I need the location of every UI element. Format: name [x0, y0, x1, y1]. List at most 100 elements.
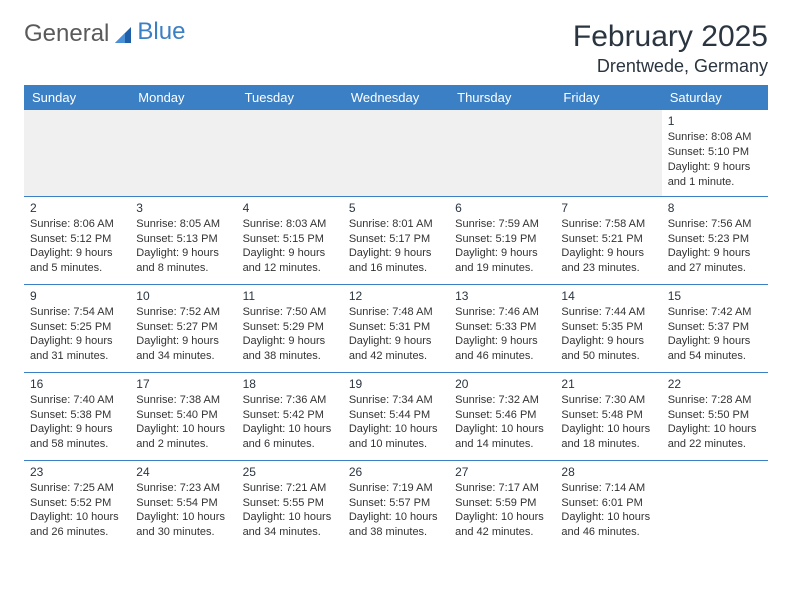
- day-number: 7: [561, 200, 655, 216]
- daylight-text: Daylight: 10 hours and 18 minutes.: [561, 422, 655, 452]
- header: General Blue February 2025 Drentwede, Ge…: [24, 20, 768, 77]
- day-number: 8: [668, 200, 762, 216]
- sunrise-text: Sunrise: 8:06 AM: [30, 217, 124, 232]
- sunset-text: Sunset: 5:57 PM: [349, 496, 443, 511]
- sunrise-text: Sunrise: 7:14 AM: [561, 481, 655, 496]
- calendar-cell: 13Sunrise: 7:46 AMSunset: 5:33 PMDayligh…: [449, 284, 555, 372]
- daylight-text: Daylight: 9 hours and 46 minutes.: [455, 334, 549, 364]
- day-number: 22: [668, 376, 762, 392]
- daylight-text: Daylight: 9 hours and 38 minutes.: [243, 334, 337, 364]
- day-number: 10: [136, 288, 230, 304]
- day-number: 11: [243, 288, 337, 304]
- day-number: 12: [349, 288, 443, 304]
- sunrise-text: Sunrise: 7:38 AM: [136, 393, 230, 408]
- sunrise-text: Sunrise: 7:28 AM: [668, 393, 762, 408]
- sunrise-text: Sunrise: 7:52 AM: [136, 305, 230, 320]
- sunrise-text: Sunrise: 7:56 AM: [668, 217, 762, 232]
- calendar-cell: 19Sunrise: 7:34 AMSunset: 5:44 PMDayligh…: [343, 372, 449, 460]
- sunset-text: Sunset: 5:48 PM: [561, 408, 655, 423]
- logo-text-blue: Blue: [137, 18, 185, 46]
- calendar-cell: [24, 110, 130, 196]
- calendar-cell: 3Sunrise: 8:05 AMSunset: 5:13 PMDaylight…: [130, 196, 236, 284]
- calendar-page: General Blue February 2025 Drentwede, Ge…: [0, 0, 792, 568]
- sunset-text: Sunset: 5:23 PM: [668, 232, 762, 247]
- calendar-cell: 18Sunrise: 7:36 AMSunset: 5:42 PMDayligh…: [237, 372, 343, 460]
- daylight-text: Daylight: 9 hours and 5 minutes.: [30, 246, 124, 276]
- sunrise-text: Sunrise: 7:42 AM: [668, 305, 762, 320]
- day-number: 15: [668, 288, 762, 304]
- daylight-text: Daylight: 10 hours and 6 minutes.: [243, 422, 337, 452]
- sunrise-text: Sunrise: 7:17 AM: [455, 481, 549, 496]
- daylight-text: Daylight: 10 hours and 2 minutes.: [136, 422, 230, 452]
- sunset-text: Sunset: 6:01 PM: [561, 496, 655, 511]
- daylight-text: Daylight: 10 hours and 10 minutes.: [349, 422, 443, 452]
- calendar-week: 16Sunrise: 7:40 AMSunset: 5:38 PMDayligh…: [24, 372, 768, 460]
- sunset-text: Sunset: 5:19 PM: [455, 232, 549, 247]
- calendar-cell: 20Sunrise: 7:32 AMSunset: 5:46 PMDayligh…: [449, 372, 555, 460]
- sunset-text: Sunset: 5:33 PM: [455, 320, 549, 335]
- day-number: 5: [349, 200, 443, 216]
- title-block: February 2025 Drentwede, Germany: [573, 20, 768, 77]
- weekday-header: Sunday: [24, 85, 130, 110]
- daylight-text: Daylight: 9 hours and 19 minutes.: [455, 246, 549, 276]
- daylight-text: Daylight: 10 hours and 14 minutes.: [455, 422, 549, 452]
- calendar-cell: 25Sunrise: 7:21 AMSunset: 5:55 PMDayligh…: [237, 460, 343, 548]
- daylight-text: Daylight: 9 hours and 58 minutes.: [30, 422, 124, 452]
- sunrise-text: Sunrise: 7:19 AM: [349, 481, 443, 496]
- sunset-text: Sunset: 5:37 PM: [668, 320, 762, 335]
- daylight-text: Daylight: 9 hours and 16 minutes.: [349, 246, 443, 276]
- sunrise-text: Sunrise: 7:44 AM: [561, 305, 655, 320]
- daylight-text: Daylight: 10 hours and 42 minutes.: [455, 510, 549, 540]
- calendar-cell: [130, 110, 236, 196]
- weekday-header: Tuesday: [237, 85, 343, 110]
- calendar-cell: 5Sunrise: 8:01 AMSunset: 5:17 PMDaylight…: [343, 196, 449, 284]
- sunset-text: Sunset: 5:50 PM: [668, 408, 762, 423]
- sunset-text: Sunset: 5:15 PM: [243, 232, 337, 247]
- sunset-text: Sunset: 5:40 PM: [136, 408, 230, 423]
- sunset-text: Sunset: 5:35 PM: [561, 320, 655, 335]
- day-number: 18: [243, 376, 337, 392]
- sunrise-text: Sunrise: 8:01 AM: [349, 217, 443, 232]
- day-number: 27: [455, 464, 549, 480]
- sunset-text: Sunset: 5:21 PM: [561, 232, 655, 247]
- daylight-text: Daylight: 9 hours and 23 minutes.: [561, 246, 655, 276]
- day-number: 16: [30, 376, 124, 392]
- calendar-cell: 4Sunrise: 8:03 AMSunset: 5:15 PMDaylight…: [237, 196, 343, 284]
- logo-text-general: General: [24, 20, 109, 48]
- daylight-text: Daylight: 9 hours and 8 minutes.: [136, 246, 230, 276]
- sunrise-text: Sunrise: 8:05 AM: [136, 217, 230, 232]
- sunset-text: Sunset: 5:29 PM: [243, 320, 337, 335]
- sunset-text: Sunset: 5:54 PM: [136, 496, 230, 511]
- calendar-cell: 22Sunrise: 7:28 AMSunset: 5:50 PMDayligh…: [662, 372, 768, 460]
- sunset-text: Sunset: 5:42 PM: [243, 408, 337, 423]
- sunrise-text: Sunrise: 8:03 AM: [243, 217, 337, 232]
- sunrise-text: Sunrise: 7:23 AM: [136, 481, 230, 496]
- day-number: 20: [455, 376, 549, 392]
- weekday-header: Saturday: [662, 85, 768, 110]
- sunset-text: Sunset: 5:59 PM: [455, 496, 549, 511]
- calendar-cell: 21Sunrise: 7:30 AMSunset: 5:48 PMDayligh…: [555, 372, 661, 460]
- sunrise-text: Sunrise: 7:48 AM: [349, 305, 443, 320]
- daylight-text: Daylight: 10 hours and 34 minutes.: [243, 510, 337, 540]
- day-number: 3: [136, 200, 230, 216]
- day-number: 4: [243, 200, 337, 216]
- daylight-text: Daylight: 10 hours and 38 minutes.: [349, 510, 443, 540]
- sunrise-text: Sunrise: 7:34 AM: [349, 393, 443, 408]
- day-number: 9: [30, 288, 124, 304]
- logo-sail-icon: [113, 24, 133, 44]
- sunrise-text: Sunrise: 7:25 AM: [30, 481, 124, 496]
- day-number: 1: [668, 113, 762, 129]
- calendar-cell: 2Sunrise: 8:06 AMSunset: 5:12 PMDaylight…: [24, 196, 130, 284]
- calendar-cell: 17Sunrise: 7:38 AMSunset: 5:40 PMDayligh…: [130, 372, 236, 460]
- day-number: 2: [30, 200, 124, 216]
- sunset-text: Sunset: 5:13 PM: [136, 232, 230, 247]
- calendar-week: 9Sunrise: 7:54 AMSunset: 5:25 PMDaylight…: [24, 284, 768, 372]
- day-number: 24: [136, 464, 230, 480]
- calendar-cell: 10Sunrise: 7:52 AMSunset: 5:27 PMDayligh…: [130, 284, 236, 372]
- sunrise-text: Sunrise: 7:30 AM: [561, 393, 655, 408]
- calendar-cell: 28Sunrise: 7:14 AMSunset: 6:01 PMDayligh…: [555, 460, 661, 548]
- sunset-text: Sunset: 5:44 PM: [349, 408, 443, 423]
- calendar-cell: 6Sunrise: 7:59 AMSunset: 5:19 PMDaylight…: [449, 196, 555, 284]
- sunrise-text: Sunrise: 7:21 AM: [243, 481, 337, 496]
- logo: General Blue: [24, 20, 185, 48]
